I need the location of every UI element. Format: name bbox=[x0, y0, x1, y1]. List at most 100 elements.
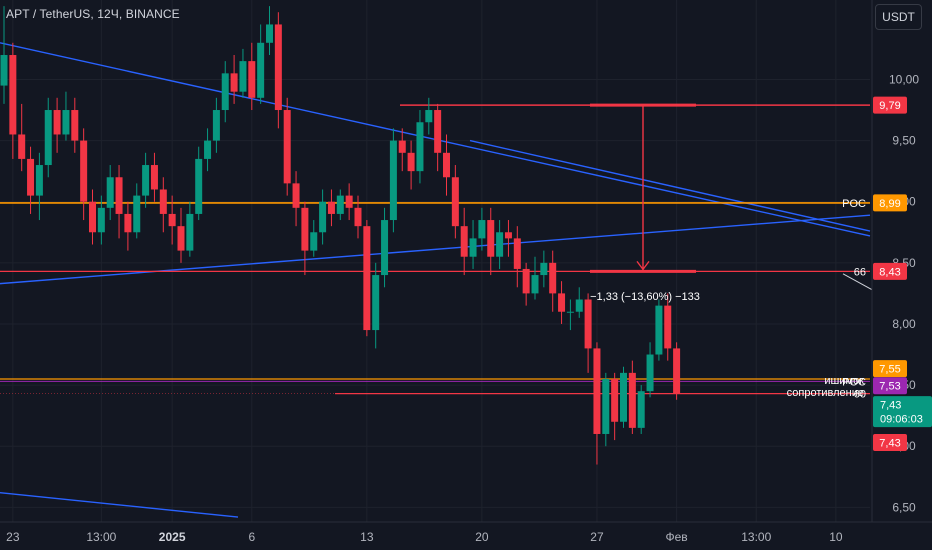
level-843-tag-box[interactable] bbox=[873, 262, 907, 280]
candle-body-39[interactable] bbox=[345, 195, 353, 208]
level-755-tag-box[interactable] bbox=[873, 360, 907, 378]
level-979-tag-box[interactable] bbox=[873, 96, 907, 114]
candle-body-10[interactable] bbox=[89, 201, 96, 233]
candle-body-43[interactable] bbox=[381, 220, 389, 276]
candle-body-47[interactable] bbox=[416, 122, 424, 172]
candle-body-1[interactable] bbox=[9, 55, 17, 135]
candle-body-34[interactable] bbox=[301, 207, 309, 251]
low-price-tag-box[interactable] bbox=[873, 434, 907, 452]
POC-line-label: POC bbox=[842, 198, 866, 210]
candle-body-15[interactable] bbox=[133, 195, 141, 233]
candle-body-9[interactable] bbox=[80, 140, 88, 202]
candle-body-37[interactable] bbox=[327, 201, 335, 214]
candle-body-21[interactable] bbox=[186, 213, 194, 251]
candle-body-56[interactable] bbox=[496, 232, 504, 257]
candle-body-3[interactable] bbox=[27, 158, 35, 196]
candle-body-46[interactable] bbox=[407, 152, 415, 172]
candle-body-36[interactable] bbox=[319, 201, 327, 233]
candle-body-6[interactable] bbox=[53, 110, 61, 135]
candle-body-69[interactable] bbox=[611, 378, 619, 422]
candle-body-14[interactable] bbox=[124, 213, 132, 233]
candle-body-16[interactable] bbox=[142, 165, 150, 196]
candle-body-41[interactable] bbox=[363, 226, 371, 331]
level-979-tag-value: 9,79 bbox=[879, 100, 900, 112]
candle-body-22[interactable] bbox=[195, 158, 203, 214]
candle-body-71[interactable] bbox=[628, 372, 636, 428]
candle-body-27[interactable] bbox=[239, 61, 247, 92]
candle-body-61[interactable] bbox=[540, 262, 548, 276]
candle-body-63[interactable] bbox=[558, 293, 566, 312]
candle-body-48[interactable] bbox=[425, 110, 433, 123]
candle-body-54[interactable] bbox=[478, 220, 486, 239]
candle-body-11[interactable] bbox=[97, 207, 105, 233]
candle-body-0[interactable] bbox=[0, 55, 8, 86]
candle-body-59[interactable] bbox=[522, 268, 530, 294]
candle-body-70[interactable] bbox=[620, 372, 627, 422]
candle-body-49[interactable] bbox=[434, 110, 442, 153]
candle-body-35[interactable] bbox=[310, 232, 318, 251]
candle-body-76[interactable] bbox=[673, 348, 681, 394]
trendline-short[interactable] bbox=[842, 273, 873, 291]
time-axis[interactable]: 23 13:00 2025 6 13 20 27 Фев 13:00 10 bbox=[0, 521, 932, 544]
candle-body-13[interactable] bbox=[115, 177, 123, 214]
candle-body-55[interactable] bbox=[487, 220, 495, 257]
candle-body-51[interactable] bbox=[451, 177, 459, 227]
candle-body-53[interactable] bbox=[469, 238, 477, 257]
trendline-rising[interactable] bbox=[0, 214, 871, 285]
candle-body-33[interactable] bbox=[292, 183, 300, 208]
candle-body-31[interactable] bbox=[274, 24, 282, 111]
candle-body-17[interactable] bbox=[150, 165, 158, 190]
candle-body-24[interactable] bbox=[212, 110, 220, 141]
candle-body-74[interactable] bbox=[655, 305, 663, 355]
candle-body-29[interactable] bbox=[257, 42, 265, 98]
candles[interactable] bbox=[0, 6, 681, 465]
candle-body-72[interactable] bbox=[637, 391, 645, 428]
candle-body-60[interactable] bbox=[531, 275, 539, 294]
candle-body-58[interactable] bbox=[513, 238, 521, 269]
poc-tag-value: 8,99 bbox=[879, 198, 900, 210]
candle-body-12[interactable] bbox=[106, 177, 114, 208]
poc-tag-box[interactable] bbox=[873, 194, 907, 212]
candle-body-75[interactable] bbox=[664, 305, 672, 349]
candle-body-62[interactable] bbox=[549, 262, 557, 294]
candle-body-40[interactable] bbox=[354, 207, 362, 227]
candle-body-5[interactable] bbox=[44, 110, 52, 166]
candle-body-25[interactable] bbox=[221, 73, 229, 111]
candle-body-65[interactable] bbox=[575, 299, 583, 312]
candle-body-20[interactable] bbox=[177, 226, 185, 251]
candle-body-52[interactable] bbox=[460, 226, 468, 257]
currency-button[interactable]: USDT bbox=[875, 4, 922, 30]
candle-body-45[interactable] bbox=[398, 140, 406, 153]
candle-body-73[interactable] bbox=[646, 354, 654, 392]
candle-body-7[interactable] bbox=[62, 110, 70, 135]
candle-body-44[interactable] bbox=[389, 140, 397, 221]
candle-body-8[interactable] bbox=[71, 110, 79, 141]
level-753-tag-box[interactable] bbox=[873, 377, 907, 395]
last-price-box[interactable] bbox=[873, 396, 932, 428]
candle-body-23[interactable] bbox=[204, 140, 212, 159]
candle-body-2[interactable] bbox=[18, 134, 26, 159]
candle-body-67[interactable] bbox=[593, 348, 601, 434]
trendline-lower[interactable] bbox=[0, 491, 239, 518]
candle-body-18[interactable] bbox=[159, 189, 167, 214]
candle-body-28[interactable] bbox=[248, 61, 256, 98]
time-tick-9: 10 bbox=[829, 530, 843, 544]
candle-body-42[interactable] bbox=[372, 275, 380, 331]
trendlines[interactable] bbox=[0, 42, 873, 518]
trendline-upper-2[interactable] bbox=[469, 139, 871, 232]
candle-body-64[interactable] bbox=[566, 311, 574, 313]
candle-body-4[interactable] bbox=[35, 165, 43, 196]
candle-body-50[interactable] bbox=[443, 152, 450, 178]
candle-body-32[interactable] bbox=[283, 110, 291, 184]
candle-body-57[interactable] bbox=[504, 232, 512, 239]
candle-body-19[interactable] bbox=[168, 213, 176, 227]
candle-body-68[interactable] bbox=[602, 378, 610, 434]
candle-body-66[interactable] bbox=[584, 299, 592, 349]
candle-body-38[interactable] bbox=[336, 195, 344, 214]
candle-body-30[interactable] bbox=[266, 24, 273, 43]
level-743-line-label: 60 bbox=[854, 389, 866, 401]
price-axis[interactable]: 10,009,509,008,508,007,507,006,509,798,9… bbox=[871, 0, 932, 522]
price-range-measure[interactable]: −1,33 (−13,60%) −133 bbox=[590, 103, 700, 303]
candle-body-26[interactable] bbox=[230, 73, 238, 92]
